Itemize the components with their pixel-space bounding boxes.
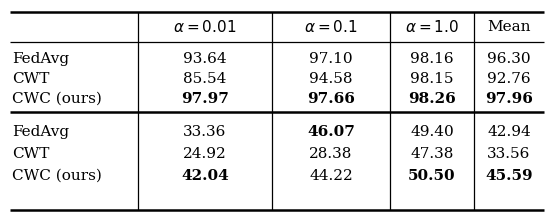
Text: 49.40: 49.40	[410, 125, 454, 139]
Text: 97.66: 97.66	[307, 92, 355, 106]
Text: $\alpha = 0.01$: $\alpha = 0.01$	[173, 19, 237, 35]
Text: 47.38: 47.38	[411, 147, 454, 161]
Text: 96.30: 96.30	[487, 52, 531, 66]
Text: 93.64: 93.64	[183, 52, 227, 66]
Text: 50.50: 50.50	[408, 169, 456, 183]
Text: CWC (ours): CWC (ours)	[12, 92, 102, 106]
Text: 42.94: 42.94	[487, 125, 531, 139]
Text: 44.22: 44.22	[309, 169, 353, 183]
Text: 33.36: 33.36	[183, 125, 227, 139]
Text: 97.96: 97.96	[485, 92, 533, 106]
Text: 24.92: 24.92	[183, 147, 227, 161]
Text: CWT: CWT	[12, 147, 49, 161]
Text: 98.15: 98.15	[411, 72, 454, 86]
Text: FedAvg: FedAvg	[12, 125, 69, 139]
Text: FedAvg: FedAvg	[12, 52, 69, 66]
Text: $\alpha = 0.1$: $\alpha = 0.1$	[304, 19, 358, 35]
Text: 85.54: 85.54	[183, 72, 227, 86]
Text: 94.58: 94.58	[309, 72, 353, 86]
Text: 33.56: 33.56	[488, 147, 531, 161]
Text: 28.38: 28.38	[309, 147, 353, 161]
Text: $\alpha = 1.0$: $\alpha = 1.0$	[405, 19, 459, 35]
Text: 42.04: 42.04	[181, 169, 229, 183]
Text: 46.07: 46.07	[307, 125, 355, 139]
Text: CWT: CWT	[12, 72, 49, 86]
Text: 98.16: 98.16	[410, 52, 454, 66]
Text: 97.97: 97.97	[181, 92, 229, 106]
Text: 97.10: 97.10	[309, 52, 353, 66]
Text: CWC (ours): CWC (ours)	[12, 169, 102, 183]
Text: 45.59: 45.59	[485, 169, 533, 183]
Text: Mean: Mean	[488, 20, 531, 34]
Text: 92.76: 92.76	[487, 72, 531, 86]
Text: 98.26: 98.26	[408, 92, 456, 106]
